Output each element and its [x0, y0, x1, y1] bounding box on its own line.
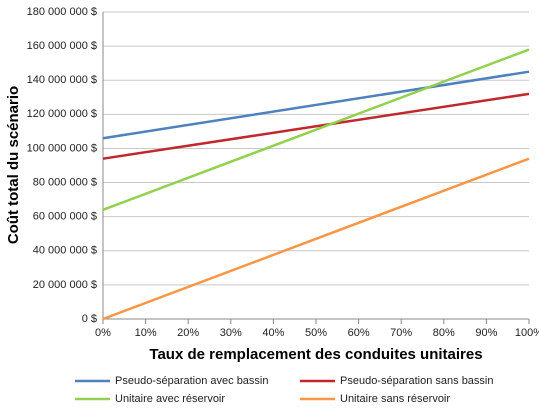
legend-label: Pseudo-séparation sans bassin [340, 375, 493, 387]
series-line [102, 92, 530, 160]
x-tick-label: 50% [305, 327, 327, 339]
series-line [102, 48, 530, 212]
x-axis-title: Taux de remplacement des conduites unita… [149, 346, 482, 363]
x-tick-label: 80% [433, 327, 455, 339]
y-tick-label: 180 000 000 $ [27, 6, 97, 18]
x-tick-label: 10% [135, 327, 157, 339]
y-tick-label: 60 000 000 $ [33, 211, 97, 223]
y-axis-title: Coût total du scénario [5, 86, 22, 244]
x-tick-label: 20% [177, 327, 199, 339]
x-tick-label: 100% [515, 327, 539, 339]
y-tick-label: 120 000 000 $ [27, 108, 97, 120]
series-line [102, 157, 530, 321]
y-tick-label: 20 000 000 $ [33, 279, 97, 291]
y-tick-label: 80 000 000 $ [33, 176, 97, 188]
x-tick-label: 0% [95, 327, 111, 339]
x-tick-label: 70% [390, 327, 412, 339]
x-tick-label: 60% [348, 327, 370, 339]
x-tick-label: 30% [220, 327, 242, 339]
legend-label: Unitaire avec réservoir [115, 393, 225, 405]
y-tick-label: 160 000 000 $ [27, 40, 97, 52]
legend-label: Unitaire sans réservoir [340, 393, 450, 405]
series-line [102, 70, 530, 140]
y-tick-label: 100 000 000 $ [27, 142, 97, 154]
y-tick-label: 140 000 000 $ [27, 74, 97, 86]
x-tick-label: 90% [475, 327, 497, 339]
y-tick-label: 40 000 000 $ [33, 245, 97, 257]
y-tick-label: 0 $ [82, 313, 97, 325]
x-tick-label: 40% [262, 327, 284, 339]
legend-label: Pseudo-séparation avec bassin [115, 375, 268, 387]
